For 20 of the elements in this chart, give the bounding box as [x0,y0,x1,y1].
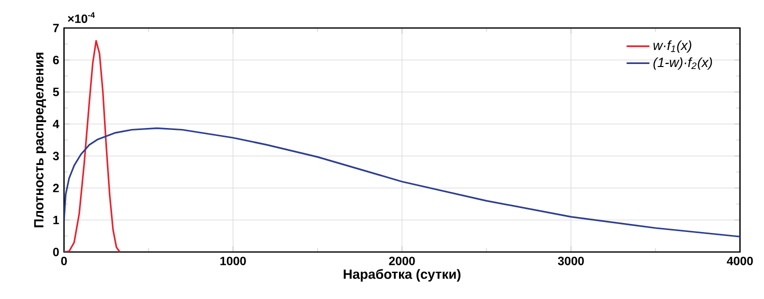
y-tick-label: 6 [53,56,59,64]
y-tick-label: 7 [53,24,59,32]
y-tick-label: 0 [53,248,59,256]
legend-label: (1-w)·f$_{2}$(x) [653,57,712,70]
y-tick-label: 2 [53,184,59,192]
x-axis-title: Наработка (сутки) [344,269,460,282]
x-tick-label: 2000 [389,256,415,266]
x-tick-label: 4000 [726,256,753,266]
line-series [64,40,121,252]
y-axis-title: Плотность распределения [34,52,46,228]
y-tick-label: 4 [52,120,60,128]
x-tick-label: 1000 [220,256,246,266]
legend-label: w·f$_{1}$(x) [654,40,692,53]
line-series [64,127,740,238]
y-tick-label: 5 [53,88,59,96]
y-tick-label: 3 [52,152,59,160]
x-tick-label: 3000 [558,256,584,266]
y-tick-label: 1 [53,216,59,224]
x-tick-label: 0 [61,256,67,266]
text: ×10$^{-4}$ [68,12,95,23]
